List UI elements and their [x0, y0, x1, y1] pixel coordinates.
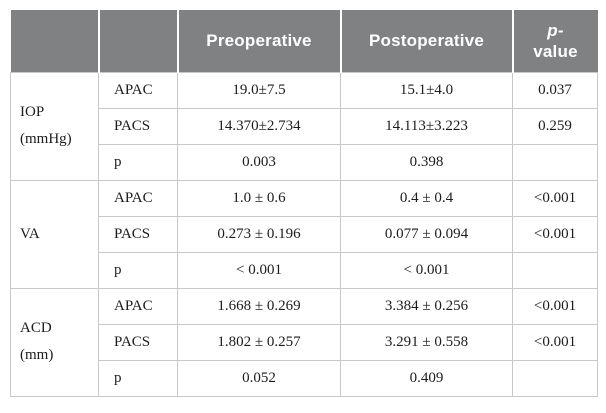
group-cell: APAC [98, 179, 178, 217]
value-cell-post: 3.291 ± 0.558 [340, 323, 513, 361]
value-cell-post: 0.398 [340, 143, 513, 181]
group-cell: PACS [98, 323, 178, 361]
table-row: PACS 0.273 ± 0.196 0.077 ± 0.094 <0.001 [11, 215, 598, 253]
table-row: p 0.052 0.409 [11, 359, 598, 397]
metric-line-2: (mm) [20, 347, 54, 363]
table-row: p 0.003 0.398 [11, 143, 598, 181]
value-cell-pre: 0.003 [177, 143, 341, 181]
p-value-cell [512, 251, 598, 289]
statistics-table: Preoperative Postoperative p-value IOP (… [10, 10, 598, 397]
metric-line-1: ACD [20, 320, 52, 336]
group-cell: PACS [98, 215, 178, 253]
metric-label-iop: IOP (mmHg) [10, 71, 99, 181]
group-cell: PACS [98, 107, 178, 145]
value-cell-pre: 1.0 ± 0.6 [177, 179, 341, 217]
header-empty-group-cell [98, 10, 179, 72]
metric-line-1: VA [20, 225, 40, 242]
group-cell: APAC [98, 71, 178, 109]
table-row: p < 0.001 < 0.001 [11, 251, 598, 289]
group-cell: p [98, 143, 178, 181]
value-cell-pre: 14.370±2.734 [177, 107, 341, 145]
group-cell: p [98, 251, 178, 289]
header-p-italic: p [547, 20, 558, 40]
metric-line-1: IOP [20, 104, 45, 120]
header-preoperative-label: Preoperative [206, 31, 312, 51]
value-cell-post: 0.077 ± 0.094 [340, 215, 513, 253]
table-row: PACS 1.802 ± 0.257 3.291 ± 0.558 <0.001 [11, 323, 598, 361]
table-row: IOP (mmHg) APAC 19.0±7.5 15.1±4.0 0.037 [10, 71, 598, 181]
metric-label-va: VA [10, 179, 99, 289]
metric-line-2: (mmHg) [20, 131, 72, 147]
header-p-value-line2: value [533, 41, 578, 61]
table-row: PACS 14.370±2.734 14.113±3.223 0.259 [11, 107, 598, 145]
header-postoperative-label: Postoperative [368, 31, 485, 51]
value-cell-post: < 0.001 [340, 251, 513, 289]
metric-label-acd: ACD (mm) [10, 287, 99, 397]
p-value-cell: <0.001 [512, 287, 598, 325]
header-p-dash: - [557, 20, 564, 40]
header-empty-metric-cell [10, 10, 100, 72]
header-preoperative: Preoperative [177, 10, 342, 72]
p-value-cell: 0.259 [512, 107, 598, 145]
value-cell-pre: 0.273 ± 0.196 [177, 215, 341, 253]
table-row: ACD (mm) APAC 1.668 ± 0.269 3.384 ± 0.25… [10, 287, 598, 397]
value-cell-post: 0.409 [340, 359, 513, 397]
value-cell-post: 0.4 ± 0.4 [340, 179, 513, 217]
header-p-value: p-value [512, 10, 598, 72]
p-value-cell: <0.001 [512, 215, 598, 253]
table-row: VA APAC 1.0 ± 0.6 0.4 ± 0.4 <0.001 [10, 179, 598, 289]
group-cell: APAC [98, 287, 178, 325]
value-cell-pre: < 0.001 [177, 251, 341, 289]
group-cell: p [98, 359, 178, 397]
p-value-cell [512, 143, 598, 181]
value-cell-pre: 1.668 ± 0.269 [177, 287, 341, 325]
value-cell-post: 3.384 ± 0.256 [340, 287, 513, 325]
p-value-cell: <0.001 [512, 323, 598, 361]
header-row: Preoperative Postoperative p-value [10, 10, 598, 72]
value-cell-pre: 19.0±7.5 [177, 71, 341, 109]
p-value-cell [512, 359, 598, 397]
value-cell-pre: 0.052 [177, 359, 341, 397]
value-cell-post: 15.1±4.0 [340, 71, 513, 109]
header-postoperative: Postoperative [340, 10, 514, 72]
p-value-cell: <0.001 [512, 179, 598, 217]
value-cell-post: 14.113±3.223 [340, 107, 513, 145]
value-cell-pre: 1.802 ± 0.257 [177, 323, 341, 361]
p-value-cell: 0.037 [512, 71, 598, 109]
